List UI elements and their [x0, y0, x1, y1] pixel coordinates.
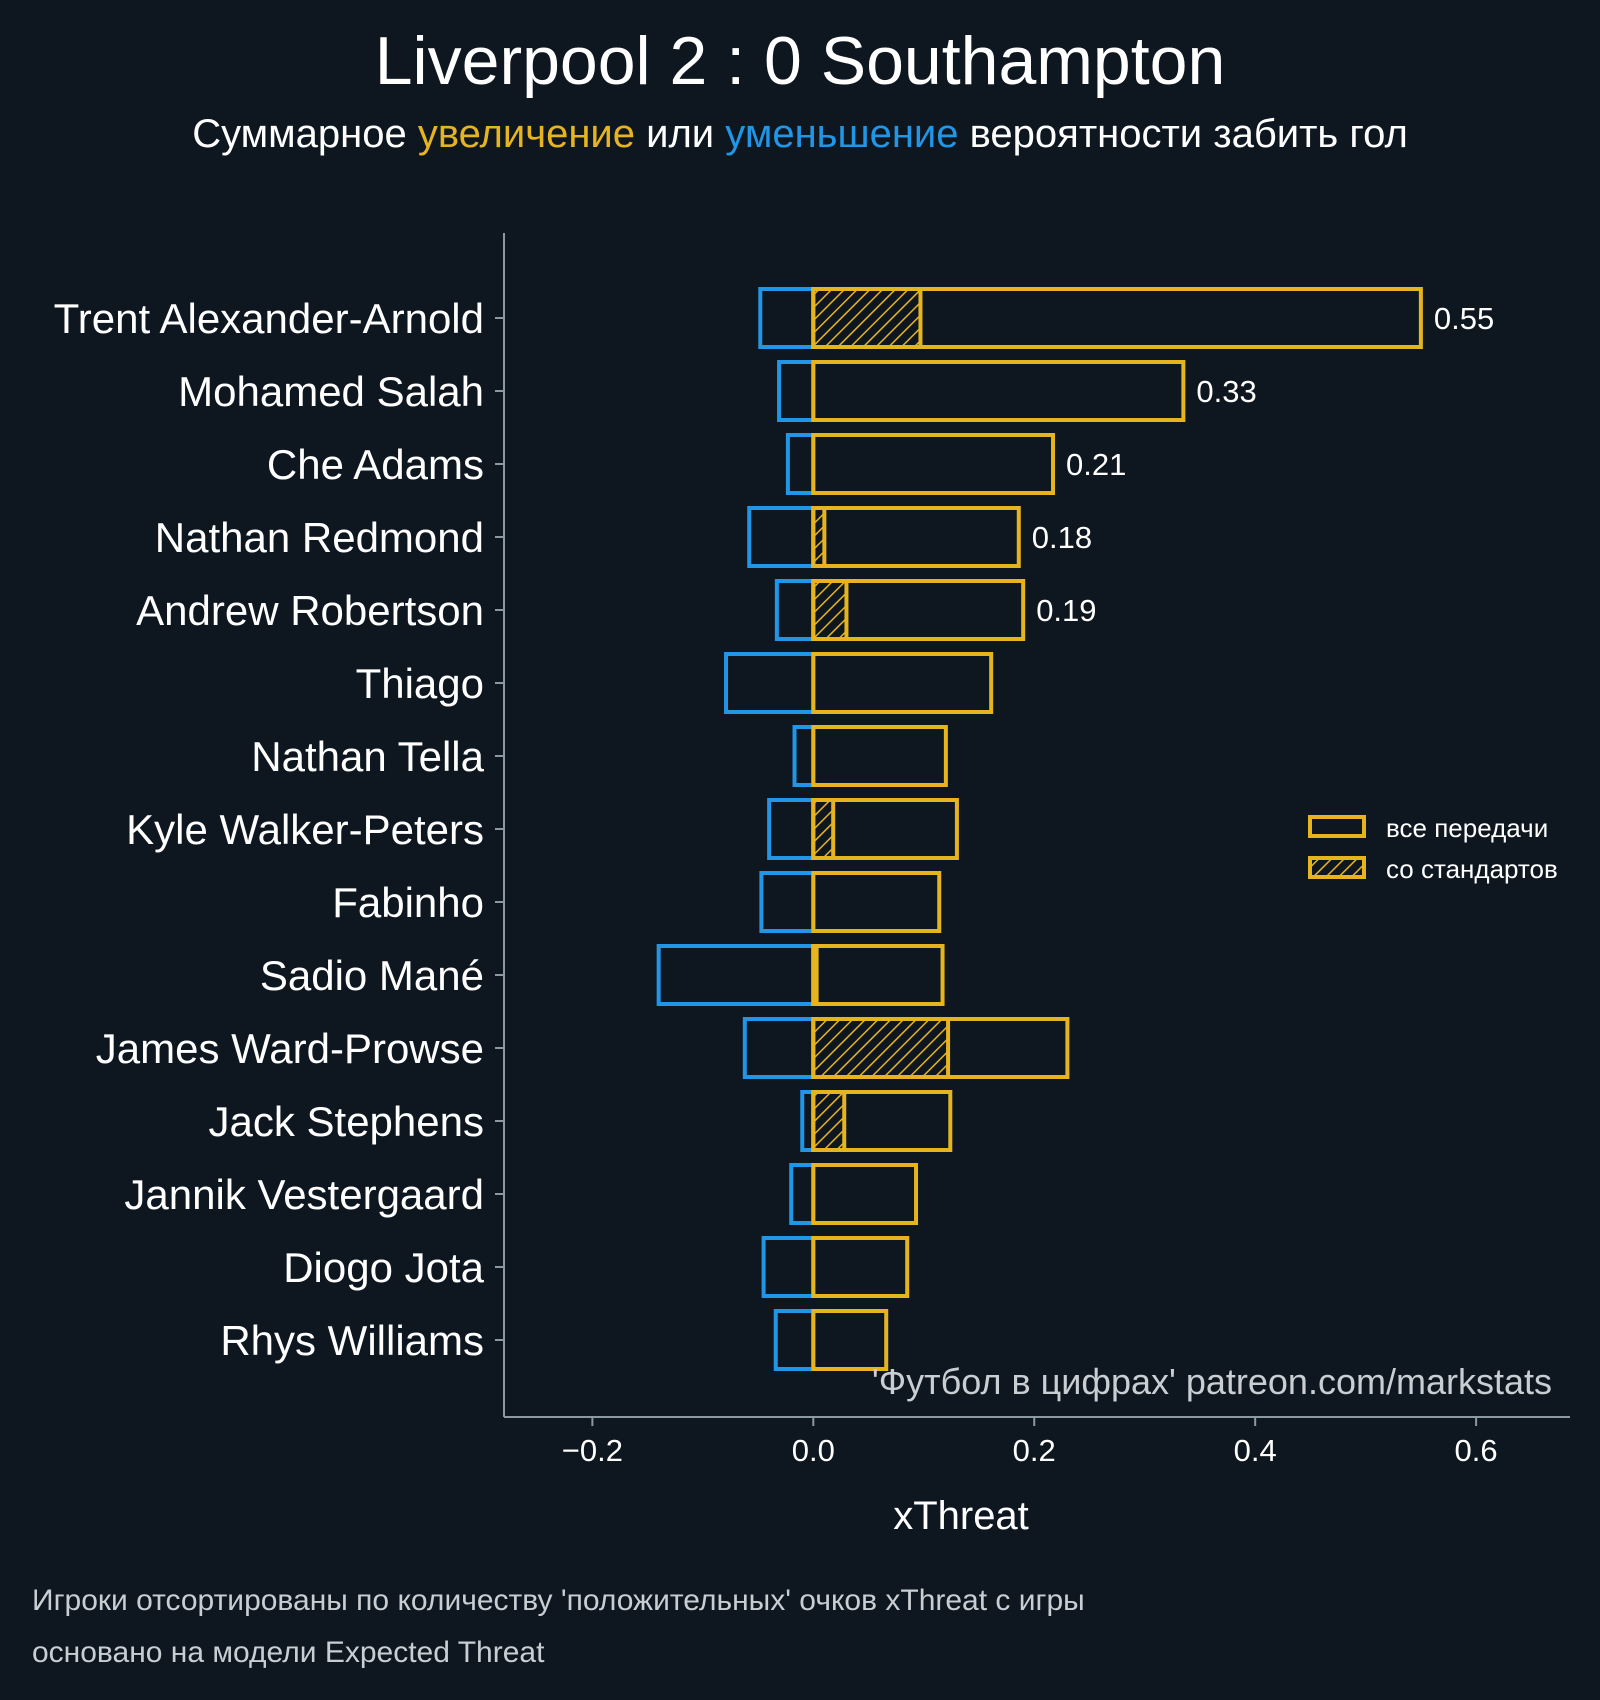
bar-all-passes	[811, 579, 1026, 641]
bar-set-pieces	[811, 287, 923, 349]
legend-label-set-pieces: со стандартов	[1386, 854, 1558, 884]
x-tick-label: 0.2	[1013, 1433, 1056, 1468]
x-ticks: −0.2 0.0 0.2 0.4 0.6	[562, 1417, 1498, 1468]
bar-set-pieces	[811, 579, 849, 641]
y-tick-label: Andrew Robertson	[136, 587, 484, 634]
subtitle-prefix: Суммарное	[192, 112, 418, 156]
data-label: 0.19	[1036, 593, 1096, 628]
bar-set-pieces	[811, 1090, 847, 1152]
y-tick-label: Mohamed Salah	[178, 368, 484, 415]
bar-negative	[656, 944, 816, 1006]
bar-negative	[747, 506, 816, 568]
legend-swatch-all-passes	[1308, 815, 1366, 838]
bar-set-pieces	[811, 798, 836, 860]
bar-negative	[724, 652, 816, 714]
bar-negative	[789, 1163, 816, 1225]
bar-set-pieces	[811, 1017, 951, 1079]
subtitle-increase: увеличение	[417, 112, 635, 156]
legend-label-all-passes: все передачи	[1386, 813, 1548, 843]
bar-all-passes	[811, 433, 1056, 495]
y-tick-label: Thiago	[356, 660, 484, 707]
chart-title: Liverpool 2 : 0 Southampton	[374, 23, 1226, 99]
x-tick-label: 0.0	[792, 1433, 835, 1468]
legend-swatch-set-pieces	[1308, 856, 1366, 879]
bar-all-passes	[811, 287, 1423, 349]
bar-all-passes	[811, 798, 959, 860]
y-tick-labels: Trent Alexander-Arnold Mohamed Salah Che A…	[54, 295, 504, 1364]
bar-all-passes	[811, 1236, 910, 1298]
subtitle-suffix: вероятности забить гол	[958, 112, 1408, 156]
bar-negative	[761, 1236, 816, 1298]
bar-negative	[759, 871, 816, 933]
bar-negative	[785, 433, 816, 495]
y-tick-label: Trent Alexander-Arnold	[54, 295, 484, 342]
subtitle-middle: или	[635, 112, 726, 156]
bar-all-passes	[811, 1090, 953, 1152]
legend: все передачи со стандартов	[1308, 813, 1558, 884]
bar-negative	[792, 725, 816, 787]
x-tick-label: 0.4	[1234, 1433, 1277, 1468]
footnote-sorting: Игроки отсортированы по количеству 'поло…	[32, 1584, 1085, 1617]
data-label: 0.21	[1066, 447, 1126, 482]
bar-negative	[773, 1309, 816, 1371]
footnote-model: основано на модели Expected Threat	[32, 1636, 545, 1669]
y-tick-label: James Ward-Prowse	[96, 1025, 484, 1072]
bar-all-passes	[811, 652, 994, 714]
data-label: 0.18	[1032, 520, 1092, 555]
bar-all-passes	[811, 725, 948, 787]
y-tick-label: Fabinho	[332, 879, 484, 926]
y-tick-label: Che Adams	[267, 441, 484, 488]
y-tick-label: Nathan Tella	[251, 733, 484, 780]
y-tick-label: Jack Stephens	[208, 1098, 484, 1145]
x-tick-label: 0.6	[1455, 1433, 1498, 1468]
bar-negative	[758, 287, 816, 349]
bar-negative	[742, 1017, 816, 1079]
y-tick-label: Jannik Vestergaard	[124, 1171, 484, 1218]
data-labels: 0.55 0.33 0.21 0.18 0.19	[1032, 301, 1494, 628]
bar-all-passes	[811, 871, 942, 933]
bar-all-passes	[811, 1017, 1070, 1079]
bar-negative	[774, 579, 816, 641]
data-label: 0.55	[1434, 301, 1494, 336]
subtitle-decrease: уменьшение	[725, 112, 959, 156]
y-tick-label: Sadio Mané	[260, 952, 484, 999]
bar-all-passes	[811, 360, 1186, 422]
bar-negative	[777, 360, 816, 422]
watermark: 'Футбол в цифрах' patreon.com/markstats	[872, 1361, 1552, 1402]
axes-layer	[503, 233, 1570, 1418]
bar-all-passes	[811, 1163, 919, 1225]
x-axis-label: xThreat	[893, 1494, 1029, 1538]
x-tick-label: −0.2	[562, 1433, 623, 1468]
data-label: 0.33	[1196, 374, 1256, 409]
bar-negative	[767, 798, 816, 860]
y-tick-label: Diogo Jota	[283, 1244, 484, 1291]
chart-subtitle: Суммарное увеличение или уменьшение веро…	[0, 112, 1600, 157]
y-tick-label: Rhys Williams	[220, 1317, 484, 1364]
bar-all-passes	[811, 1309, 889, 1371]
y-tick-label: Kyle Walker-Peters	[126, 806, 484, 853]
bars-layer	[656, 287, 1423, 1371]
bar-all-passes	[811, 506, 1021, 568]
y-tick-label: Nathan Redmond	[155, 514, 484, 561]
bar-all-passes	[811, 944, 945, 1006]
